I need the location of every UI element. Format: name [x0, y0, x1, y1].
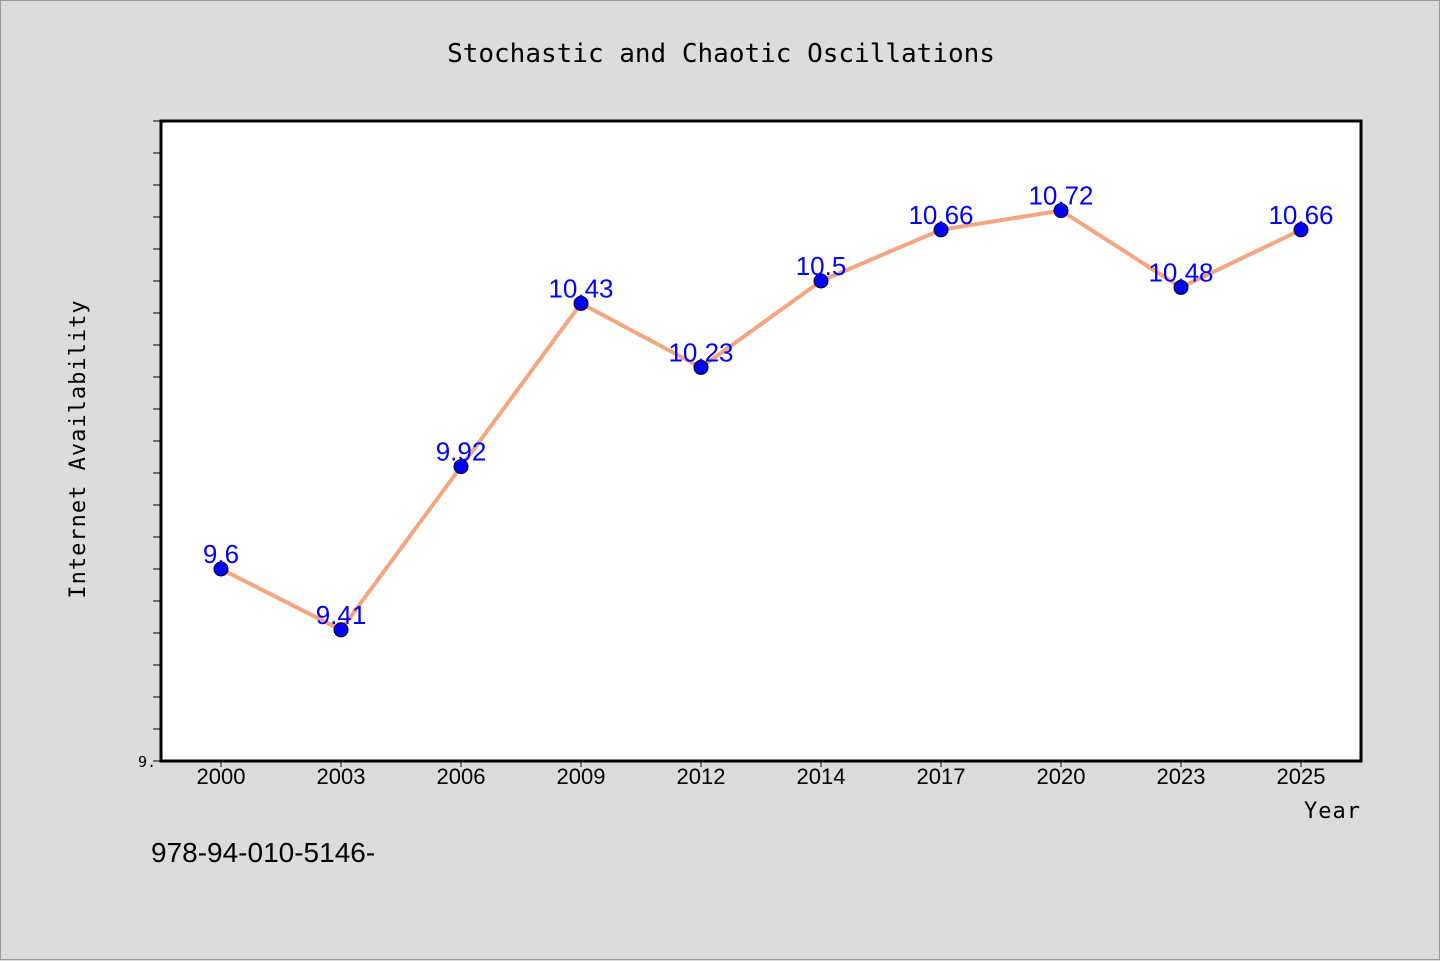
x-axis-label: Year: [1304, 799, 1361, 824]
x-tick-label: 2023: [1157, 764, 1206, 789]
y-axis-label: Internet Availability: [66, 299, 91, 598]
data-label: 10.5: [796, 251, 847, 281]
x-tick-label: 2025: [1277, 764, 1326, 789]
data-point: [453, 459, 469, 475]
data-point: [693, 359, 709, 375]
x-tick-label: 2012: [677, 764, 726, 789]
data-label: 10.66: [1268, 200, 1333, 230]
x-tick-label: 2017: [917, 764, 966, 789]
data-label: 10.23: [668, 337, 733, 367]
data-point: [213, 561, 229, 577]
x-tick-label: 2014: [797, 764, 846, 789]
data-label: 10.43: [548, 273, 613, 303]
data-point: [1053, 203, 1069, 219]
data-point: [333, 622, 349, 638]
series-layer: 9.6 9.41 9.92 10.43 10.23 10.5 10.66 10.72 10.48…: [203, 181, 1334, 638]
x-tick-label: 2009: [557, 764, 606, 789]
y-axis-ticks: [153, 120, 161, 762]
data-label: 10.48: [1148, 257, 1213, 287]
x-axis-ticks: 2000 2003 2006 2009 2012 2014 2017 2020 2023 2025: [197, 761, 1326, 789]
data-label: 9.92: [436, 437, 487, 467]
footnote-isbn: 978-94-010-5146-: [151, 837, 376, 868]
data-label: 9.41: [316, 600, 367, 630]
data-label: 10.66: [908, 200, 973, 230]
x-tick-label: 2003: [317, 764, 366, 789]
data-point: [933, 222, 949, 238]
data-point: [1293, 222, 1309, 238]
chart-title: Stochastic and Chaotic Oscillations: [447, 39, 995, 69]
data-point: [813, 273, 829, 289]
data-label: 9.6: [203, 539, 239, 569]
plot-area: [159, 119, 1363, 763]
x-tick-label: 2006: [437, 764, 486, 789]
data-label: 10.72: [1028, 181, 1093, 211]
y-tick-label-min: 9.: [138, 753, 156, 771]
data-point: [1173, 279, 1189, 295]
series-line: [219, 208, 1303, 632]
x-tick-label: 2020: [1037, 764, 1086, 789]
x-tick-label: 2000: [197, 764, 246, 789]
data-point: [573, 295, 589, 311]
